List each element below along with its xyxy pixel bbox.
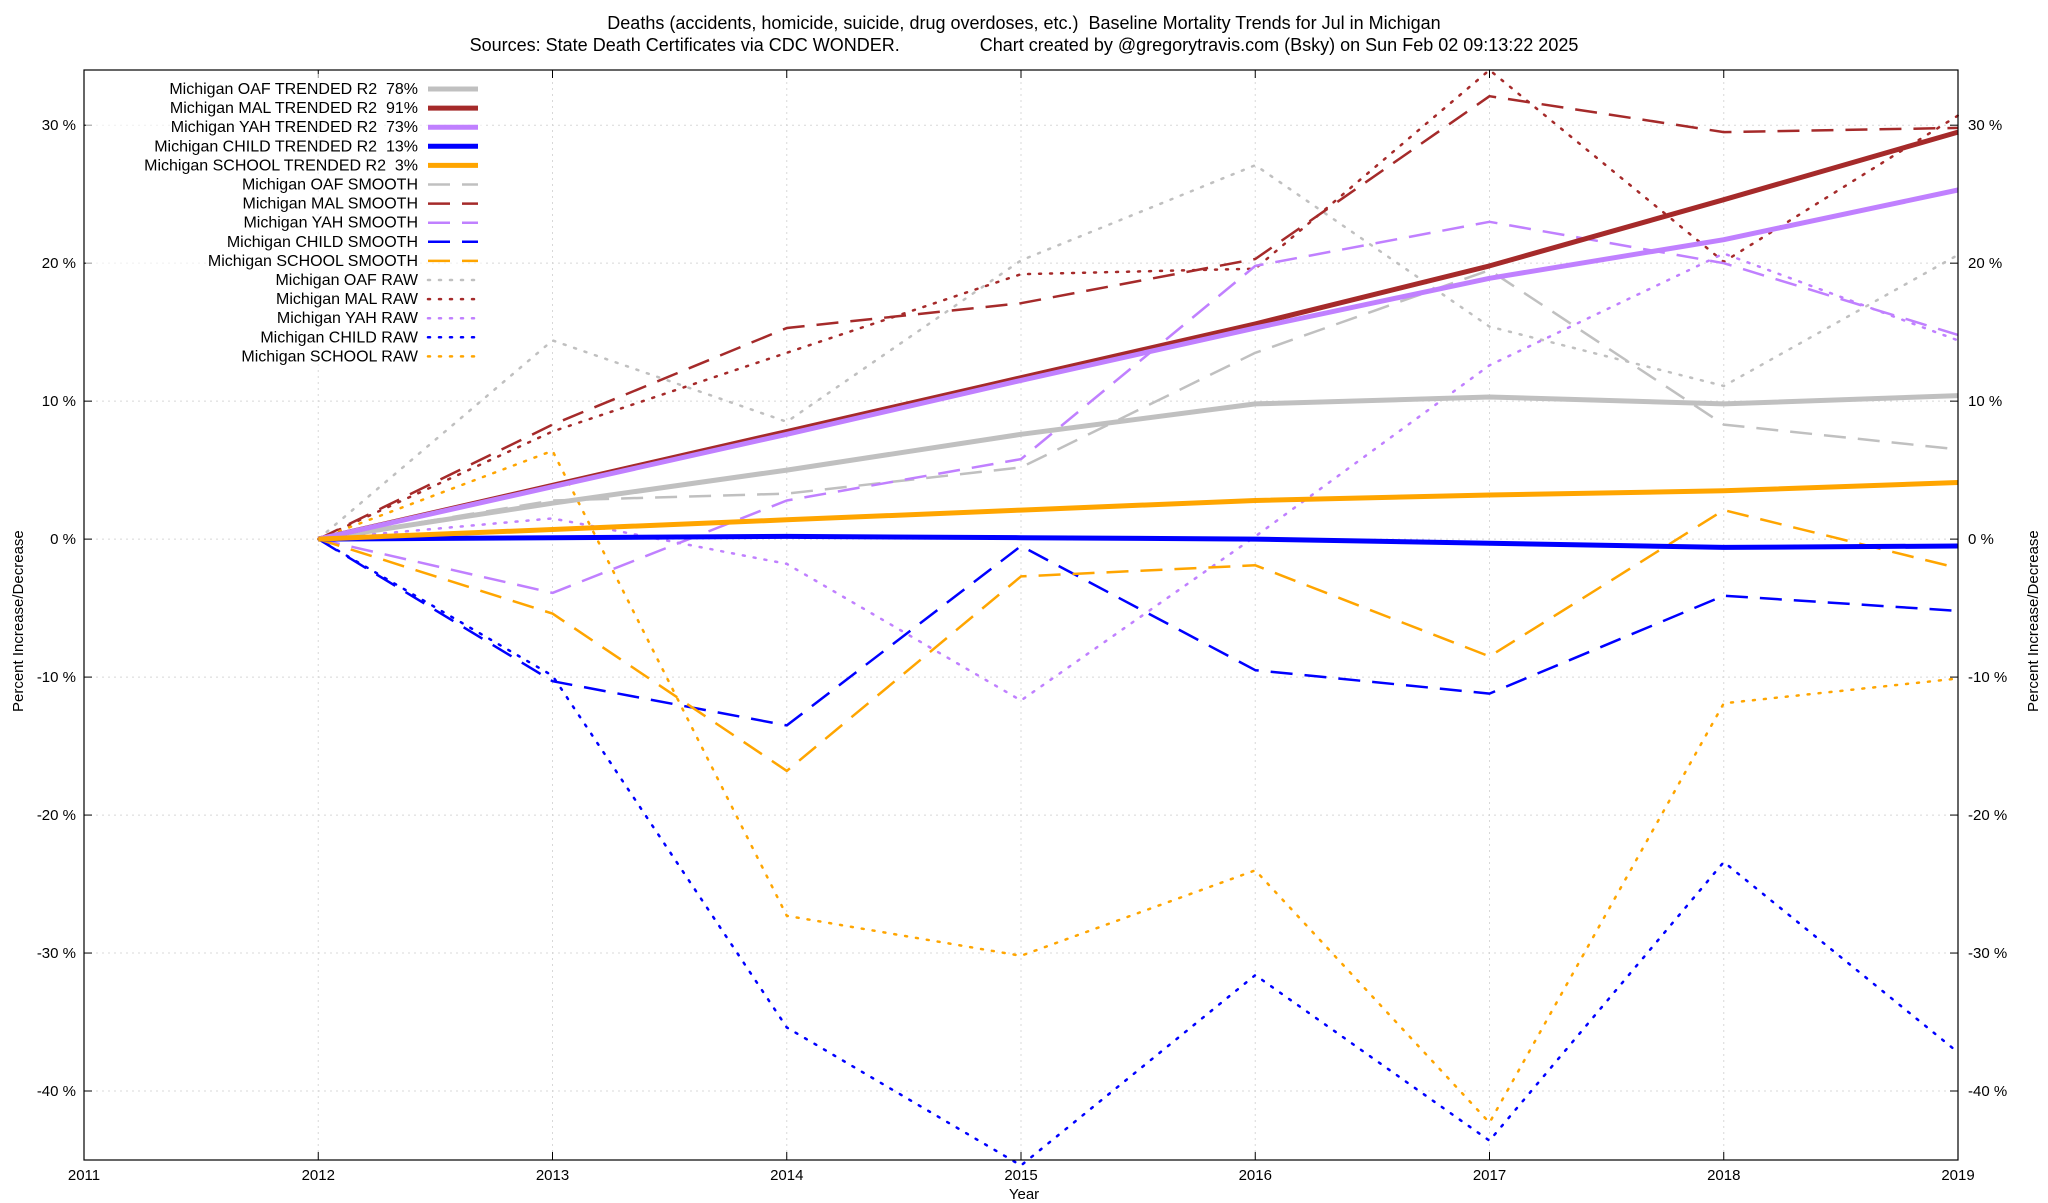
series-layer bbox=[317, 68, 1960, 1167]
x-tick-label: 2013 bbox=[536, 1167, 569, 1184]
y-tick-label-right: -10 % bbox=[1968, 669, 2007, 686]
series-line-1 bbox=[317, 129, 1959, 542]
legend-label: Michigan YAH TRENDED R2 73% bbox=[171, 119, 418, 136]
y-tick-label-left: -20 % bbox=[37, 807, 76, 824]
x-tick-label: 2012 bbox=[302, 1167, 335, 1184]
legend-label: Michigan OAF TRENDED R2 78% bbox=[169, 81, 418, 98]
chart-subtitle: Sources: State Death Certificates via CD… bbox=[469, 35, 1579, 55]
legend-label: Michigan CHILD RAW bbox=[260, 329, 419, 346]
legend-label: Michigan SCHOOL SMOOTH bbox=[208, 253, 418, 270]
x-tick-label: 2015 bbox=[1004, 1167, 1037, 1184]
chart-titles: Deaths (accidents, homicide, suicide, dr… bbox=[0, 12, 2048, 56]
legend-label: Michigan MAL TRENDED R2 91% bbox=[170, 100, 418, 117]
series-line-8 bbox=[317, 538, 1959, 727]
series-line-6 bbox=[317, 94, 1959, 541]
series-line-12 bbox=[317, 252, 1960, 702]
series-line-14 bbox=[317, 449, 1960, 1124]
legend-label: Michigan YAH RAW bbox=[277, 310, 419, 327]
legend-label: Michigan SCHOOL RAW bbox=[241, 348, 419, 365]
series-line-3 bbox=[318, 533, 1959, 550]
y-tick-label-left: 20 % bbox=[42, 255, 76, 272]
y-axis-label-right: Percent Increase/Decrease bbox=[2025, 530, 2042, 712]
legend-label: Michigan OAF SMOOTH bbox=[242, 177, 418, 194]
series-line-0 bbox=[317, 393, 1959, 542]
x-tick-label: 2019 bbox=[1941, 1167, 1974, 1184]
y-tick-label-right: 20 % bbox=[1968, 255, 2002, 272]
x-tick-label: 2011 bbox=[68, 1167, 100, 1184]
legend-label: Michigan YAH SMOOTH bbox=[243, 215, 418, 232]
y-tick-label-left: -10 % bbox=[37, 669, 76, 686]
y-tick-label-right: -20 % bbox=[1968, 807, 2007, 824]
series-line-2 bbox=[317, 187, 1959, 542]
y-tick-label-right: -40 % bbox=[1968, 1083, 2007, 1100]
y-tick-label-right: 30 % bbox=[1968, 117, 2002, 134]
y-tick-label-left: 30 % bbox=[42, 117, 76, 134]
y-tick-label-right: 10 % bbox=[1968, 393, 2002, 410]
legend-background bbox=[86, 74, 486, 370]
legend: Michigan OAF TRENDED R2 78% Michigan MAL … bbox=[86, 74, 486, 370]
chart-title: Deaths (accidents, homicide, suicide, dr… bbox=[607, 13, 1441, 33]
legend-label: Michigan MAL SMOOTH bbox=[243, 196, 418, 213]
x-tick-label: 2017 bbox=[1473, 1167, 1506, 1184]
plot-frame bbox=[83, 69, 1959, 1161]
y-tick-label-left: -40 % bbox=[37, 1083, 76, 1100]
y-tick-label-left: 10 % bbox=[42, 393, 76, 410]
y-tick-label-left: 0 % bbox=[50, 531, 76, 548]
x-tick-label: 2016 bbox=[1239, 1167, 1272, 1184]
legend-label: Michigan CHILD SMOOTH bbox=[227, 234, 418, 251]
series-line-13 bbox=[317, 537, 1960, 1167]
y-axis-label-left: Percent Increase/Decrease bbox=[10, 530, 27, 712]
y-tick-label-right: -30 % bbox=[1968, 945, 2007, 962]
series-line-11 bbox=[317, 68, 1960, 541]
x-axis-label: Year bbox=[1008, 1186, 1040, 1203]
x-tick-label: 2018 bbox=[1707, 1167, 1740, 1184]
y-tick-label-left: -30 % bbox=[37, 945, 76, 962]
legend-label: Michigan MAL RAW bbox=[276, 291, 419, 308]
series-line-7 bbox=[318, 220, 1959, 595]
legend-label: Michigan OAF RAW bbox=[275, 272, 418, 289]
legend-label: Michigan SCHOOL TRENDED R2 3% bbox=[144, 157, 418, 174]
y-tick-label-right: 0 % bbox=[1968, 531, 1994, 548]
series-line-9 bbox=[317, 508, 1959, 773]
tick-labels: 2011 2012 2013 2014 2015 2016 2017 2018 2019 30 %… bbox=[37, 117, 2007, 1184]
series-line-4 bbox=[318, 480, 1959, 542]
legend-label: Michigan CHILD TRENDED R2 13% bbox=[154, 138, 418, 155]
x-tick-label: 2014 bbox=[770, 1167, 803, 1184]
